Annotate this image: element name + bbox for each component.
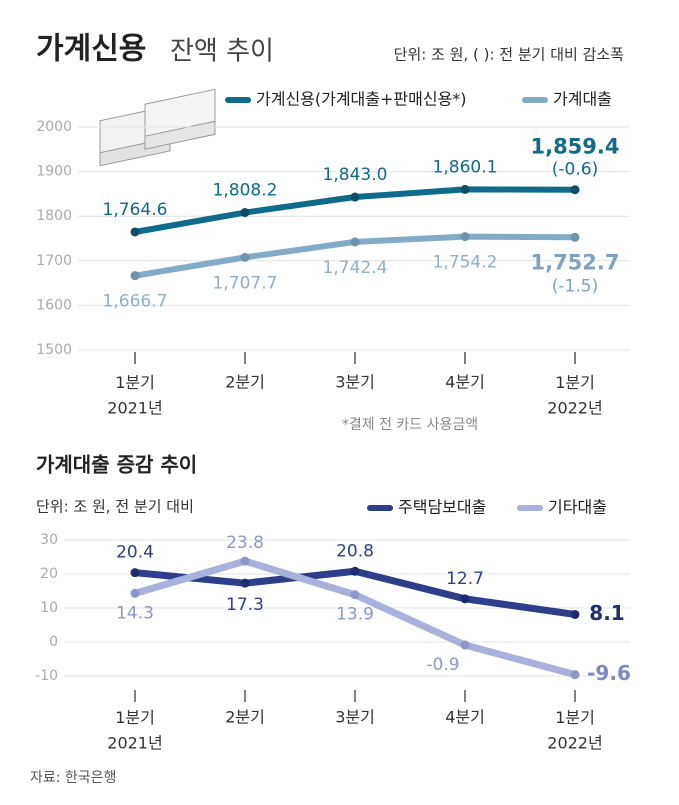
x-tick-label: 2분기 (225, 373, 265, 392)
chart-title: 가계신용 (36, 32, 146, 67)
x-tick-label: 4분기 (445, 373, 485, 392)
data-label: 12.7 (446, 569, 484, 589)
unit-note: 단위: 조 원, ( ): 전 분기 대비 감소폭 (394, 46, 624, 64)
source: 자료: 한국은행 (30, 770, 116, 786)
x-tick-label: 4분기 (445, 708, 485, 727)
y-tick-label: 2000 (36, 119, 72, 135)
data-point (570, 185, 580, 195)
data-point (350, 237, 360, 247)
data-label: 1,764.6 (103, 200, 168, 220)
y-tick-label: 10 (40, 600, 58, 616)
footnote: *결제 전 카드 사용금액 (342, 417, 478, 433)
y-tick-label: 1600 (36, 297, 72, 313)
data-label: 14.3 (116, 603, 154, 623)
label-line: 1분기 (115, 708, 155, 727)
data-point (240, 556, 250, 566)
data-point (130, 588, 140, 598)
data-point (130, 227, 140, 237)
data-label: 1,707.7 (213, 273, 278, 293)
data-point (130, 568, 140, 578)
label-line: 1분기 (115, 373, 155, 392)
y-tick-label: 1700 (36, 253, 72, 269)
data-point (240, 578, 250, 588)
data-point (350, 192, 360, 202)
data-point (460, 232, 470, 242)
x-tick-label: 1분기 2022년 (547, 708, 602, 753)
data-point (570, 232, 580, 242)
data-point (570, 609, 580, 619)
label-line: 2022년 (547, 733, 602, 752)
data-label: 13.9 (336, 605, 374, 625)
x-tick-label: 1분기 2022년 (547, 373, 602, 418)
y-tick-label: 30 (40, 532, 58, 548)
data-point (460, 594, 470, 604)
legend-label: 주택담보대출 (398, 498, 486, 517)
data-label: 8.1 (589, 601, 624, 625)
x-tick-label: 3분기 (335, 373, 375, 392)
y-tick-label: -10 (35, 668, 58, 684)
data-label: 1,742.4 (323, 258, 388, 278)
data-label: 20.8 (336, 541, 374, 561)
label-line: 2021년 (107, 398, 162, 417)
data-point (350, 566, 360, 576)
y-tick-label: 0 (49, 634, 58, 650)
y-tick-label: 20 (40, 566, 58, 582)
x-tick-label: 2분기 (225, 708, 265, 727)
label-line: 1분기 (555, 373, 595, 392)
y-tick-label: 1800 (36, 208, 72, 224)
data-label: 1,843.0 (323, 165, 388, 185)
data-label: 1,808.2 (213, 181, 278, 201)
legend-label: 기타대출 (548, 498, 607, 517)
label-line: 2022년 (547, 398, 602, 417)
y-tick-label: 1900 (36, 164, 72, 180)
data-label: 23.8 (226, 533, 264, 553)
data-label: 1,752.7 (530, 250, 619, 274)
money-icon (99, 88, 216, 167)
x-tick-label: 1분기 2021년 (107, 373, 162, 418)
data-point (130, 271, 140, 281)
data-label: -9.6 (587, 661, 631, 685)
legend-label: 가계신용(가계대출+판매신용*) (256, 90, 467, 109)
data-point (240, 252, 250, 262)
unit-note: 단위: 조 원, 전 분기 대비 (36, 498, 194, 516)
chart-subtitle: 잔액 추이 (170, 37, 274, 67)
data-point (570, 670, 580, 680)
x-tick-label: 3분기 (335, 708, 375, 727)
data-point (240, 208, 250, 218)
legend-label: 가계대출 (553, 90, 612, 109)
annotation: (-0.6) (552, 160, 598, 180)
annotation: (-1.5) (552, 276, 598, 296)
data-label: 1,666.7 (103, 292, 168, 312)
data-label: 17.3 (226, 595, 264, 615)
data-point (460, 640, 470, 650)
data-label: -0.9 (426, 655, 459, 675)
data-label: 1,860.1 (433, 157, 498, 177)
chart-title: 가계대출 증감 추이 (36, 453, 197, 477)
data-label: 1,859.4 (530, 135, 619, 159)
data-point (350, 590, 360, 600)
y-tick-label: 1500 (36, 342, 72, 358)
label-line: 1분기 (555, 708, 595, 727)
data-label: 20.4 (116, 543, 154, 563)
x-tick-label: 1분기 2021년 (107, 708, 162, 753)
data-label: 1,754.2 (433, 253, 498, 273)
label-line: 2021년 (107, 733, 162, 752)
data-point (460, 184, 470, 194)
